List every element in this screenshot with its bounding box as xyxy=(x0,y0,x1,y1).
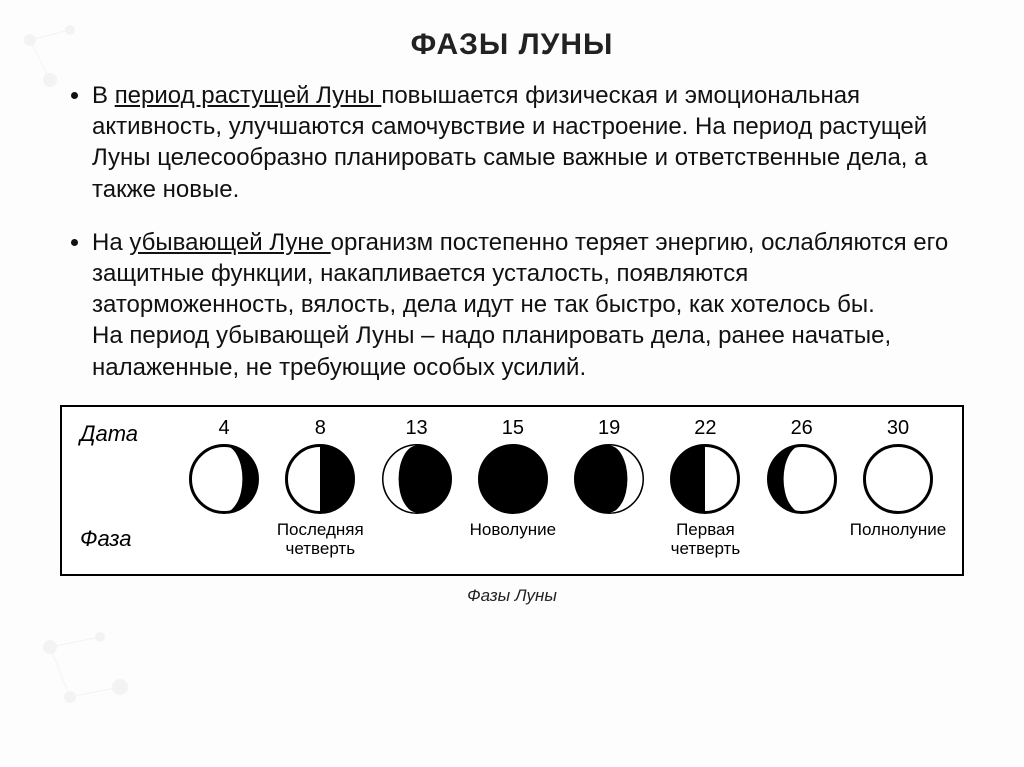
moon-column: 30 Полнолуние xyxy=(852,417,944,560)
moon-column: 4 xyxy=(178,417,270,560)
moon-date: 30 xyxy=(887,417,909,440)
moon-column: 15 Новолуние xyxy=(467,417,559,560)
moon-phase-icon xyxy=(767,444,837,514)
moon-date: 15 xyxy=(502,417,524,440)
moon-phase-label: Последняячетверть xyxy=(277,520,364,560)
bullet-prefix: На xyxy=(92,229,129,256)
bullet-item: На убывающей Луне организм постепенно те… xyxy=(92,227,954,383)
bg-decoration xyxy=(20,607,160,747)
moon-phase-icon xyxy=(670,444,740,514)
moon-column: 13 xyxy=(371,417,463,560)
moon-phase-icon xyxy=(382,444,452,514)
bullet-item: В период растущей Луны повышается физиче… xyxy=(92,80,954,205)
moon-column: 19 xyxy=(563,417,655,560)
moon-phase-label: Новолуние xyxy=(470,520,556,560)
moon-date: 4 xyxy=(218,417,229,440)
moon-date: 13 xyxy=(405,417,427,440)
moon-phase-label: Перваячетверть xyxy=(671,520,741,560)
moon-phase-icon xyxy=(574,444,644,514)
bullet-list: В период растущей Луны повышается физиче… xyxy=(0,80,1024,383)
moon-date: 8 xyxy=(315,417,326,440)
moon-column: 22 Перваячетверть xyxy=(659,417,751,560)
moon-date: 22 xyxy=(694,417,716,440)
bullet-underlined: убывающей Луне xyxy=(129,229,330,256)
row-label-date: Дата xyxy=(80,421,166,447)
page-title: ФАЗЫ ЛУНЫ xyxy=(0,0,1024,80)
moon-phase-icon xyxy=(863,444,933,514)
moon-date: 26 xyxy=(791,417,813,440)
moon-phase-icon xyxy=(285,444,355,514)
moon-date: 19 xyxy=(598,417,620,440)
bullet-prefix: В xyxy=(92,82,115,109)
diagram-caption: Фазы Луны xyxy=(60,586,964,606)
moon-phase-icon xyxy=(189,444,259,514)
moon-column: 26 xyxy=(756,417,848,560)
moon-column: 8 Последняячетверть xyxy=(274,417,366,560)
moon-phase-icon xyxy=(478,444,548,514)
moon-phase-label: Полнолуние xyxy=(850,520,946,560)
bullet-underlined: период растущей Луны xyxy=(115,82,382,109)
moon-phase-diagram: Дата Фаза 4 8 Последняячетверть 13 15 Новолун… xyxy=(60,405,964,606)
row-label-phase: Фаза xyxy=(80,526,166,552)
